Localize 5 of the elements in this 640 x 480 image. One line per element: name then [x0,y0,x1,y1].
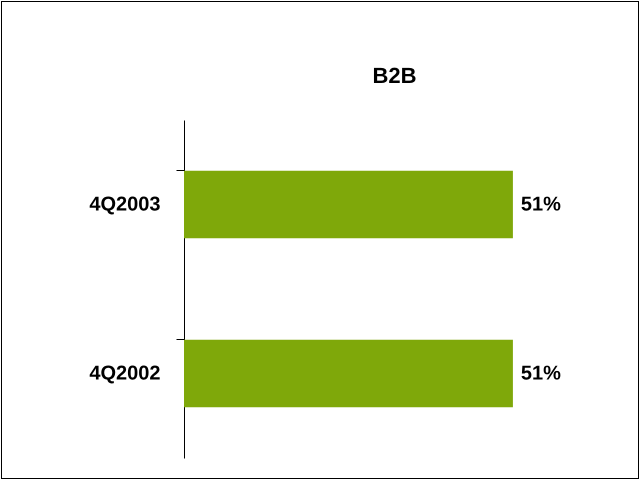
y-tick-label: 4Q2003 [89,194,160,216]
y-tick-label: 4Q2002 [89,362,160,384]
data-label: 51% [520,362,562,384]
data-label: 51% [520,194,562,216]
chart-title: B2B [372,63,417,88]
